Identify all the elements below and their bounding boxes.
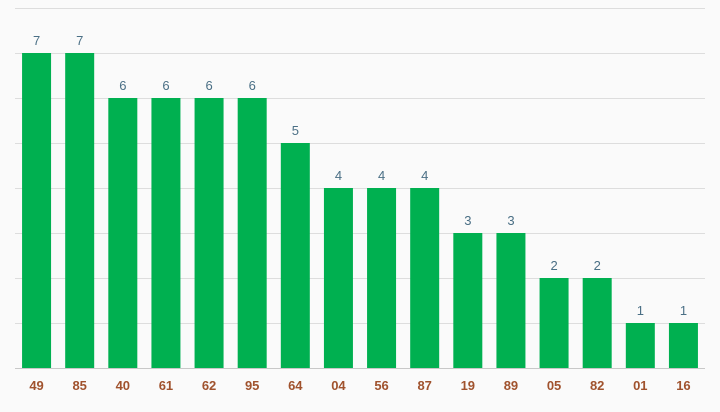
bar-layer: [22, 53, 698, 368]
bar-64[interactable]: [280, 143, 310, 368]
bar-85[interactable]: [65, 53, 95, 368]
value-label-89: 3: [507, 213, 514, 228]
value-label-95: 6: [249, 78, 256, 93]
bar-16[interactable]: [668, 323, 698, 368]
value-label-01: 1: [637, 303, 644, 318]
value-label-16: 1: [680, 303, 687, 318]
value-label-85: 7: [76, 33, 83, 48]
x-tick-label-05: 05: [547, 378, 561, 393]
value-label-82: 2: [594, 258, 601, 273]
x-tick-label-61: 61: [159, 378, 173, 393]
bar-04[interactable]: [323, 188, 353, 368]
bar-87[interactable]: [410, 188, 440, 368]
x-tick-label-56: 56: [374, 378, 388, 393]
bar-62[interactable]: [194, 98, 224, 368]
value-label-62: 6: [205, 78, 212, 93]
value-label-layer: 7 7 6 6 6 6 5 4 4 4 3 3 2 2 1 1: [33, 33, 687, 318]
value-label-04: 4: [335, 168, 342, 183]
x-tick-label-85: 85: [72, 378, 86, 393]
x-tick-label-16: 16: [676, 378, 690, 393]
x-tick-label-04: 04: [331, 378, 346, 393]
value-label-61: 6: [162, 78, 169, 93]
value-label-40: 6: [119, 78, 126, 93]
bar-95[interactable]: [237, 98, 267, 368]
x-tick-label-87: 87: [417, 378, 431, 393]
x-tick-label-01: 01: [633, 378, 647, 393]
x-tick-label-19: 19: [461, 378, 475, 393]
bar-19[interactable]: [453, 233, 483, 368]
value-label-49: 7: [33, 33, 40, 48]
x-tick-label-82: 82: [590, 378, 604, 393]
x-tick-label-62: 62: [202, 378, 216, 393]
bar-01[interactable]: [625, 323, 655, 368]
bar-40[interactable]: [108, 98, 138, 368]
bar-56[interactable]: [367, 188, 397, 368]
value-label-56: 4: [378, 168, 385, 183]
value-label-19: 3: [464, 213, 471, 228]
value-label-87: 4: [421, 168, 428, 183]
bar-89[interactable]: [496, 233, 526, 368]
bar-61[interactable]: [151, 98, 181, 368]
x-tick-label-95: 95: [245, 378, 259, 393]
value-label-64: 5: [292, 123, 299, 138]
x-tick-layer: 49 85 40 61 62 95 64 04 56 87 19 89 05 82 01 16: [29, 378, 690, 393]
x-tick-label-89: 89: [504, 378, 518, 393]
bar-05[interactable]: [539, 278, 569, 368]
bar-82[interactable]: [582, 278, 612, 368]
x-tick-label-40: 40: [116, 378, 130, 393]
bar-49[interactable]: [22, 53, 52, 368]
x-tick-label-49: 49: [29, 378, 43, 393]
x-tick-label-64: 64: [288, 378, 303, 393]
value-label-05: 2: [550, 258, 557, 273]
